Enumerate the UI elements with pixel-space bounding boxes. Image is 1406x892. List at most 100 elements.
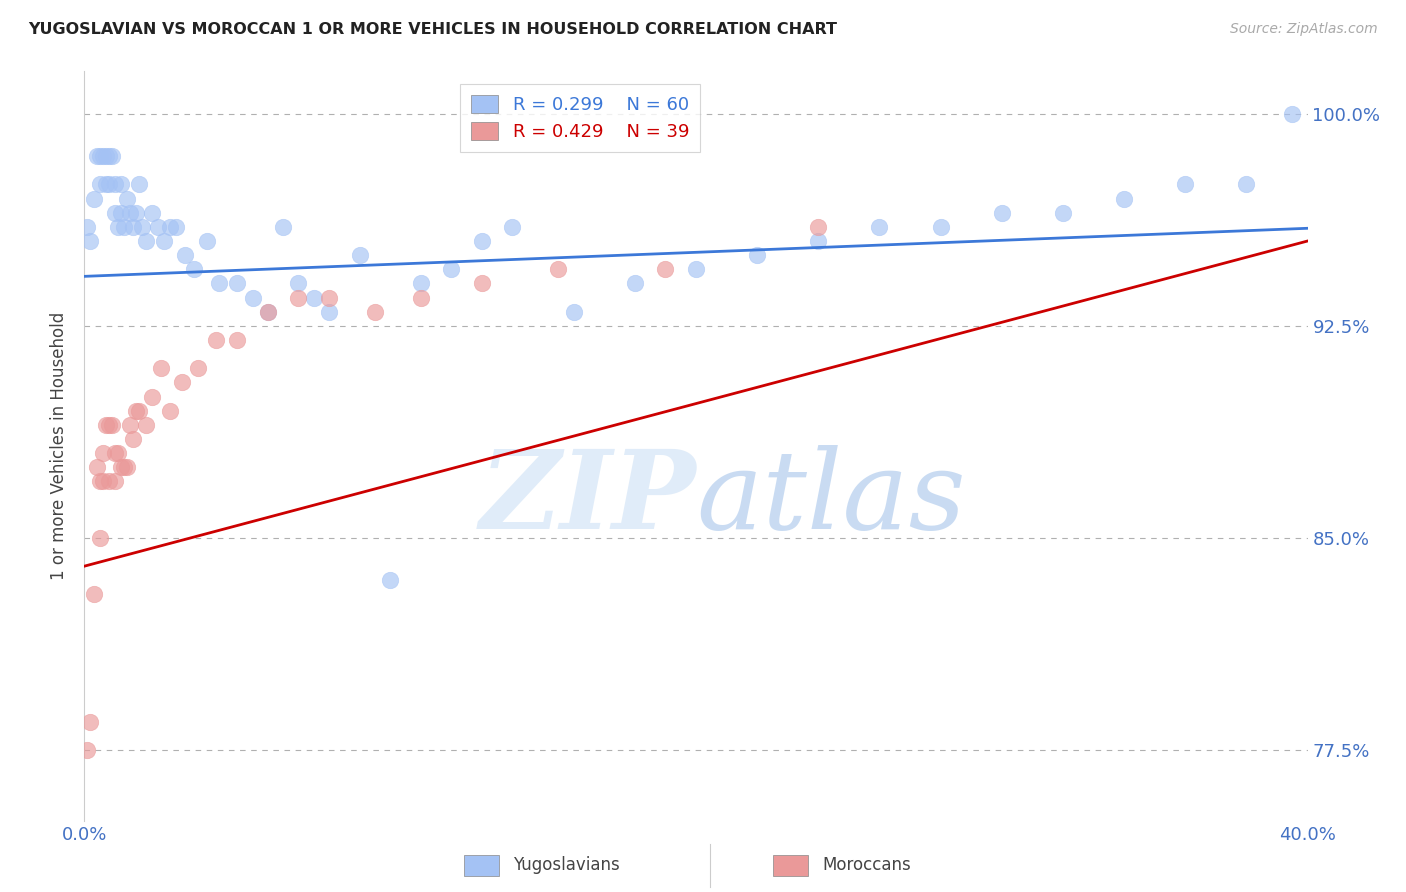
Point [929,219,952,234]
Point [104,178,127,192]
Point [112,460,135,475]
Point [89,475,111,489]
Text: ZIP: ZIP [479,445,696,552]
Point [110,178,132,192]
Point [318,291,340,305]
Point [318,304,340,318]
Point [112,219,135,234]
Point [271,219,294,234]
Point [205,333,228,347]
Point [364,304,387,318]
Point [1052,205,1074,219]
Point [91,475,114,489]
Point [287,291,309,305]
Point [120,417,142,432]
Text: atlas: atlas [696,445,966,552]
Point [76,743,98,757]
Point [107,219,129,234]
Point [159,219,181,234]
Point [153,234,176,248]
Point [104,205,127,219]
Point [174,248,197,262]
Point [807,219,830,234]
Y-axis label: 1 or more Vehicles in Household: 1 or more Vehicles in Household [51,312,69,580]
Point [110,205,132,219]
Point [76,219,98,234]
Text: Source: ZipAtlas.com: Source: ZipAtlas.com [1230,22,1378,37]
Point [654,262,676,277]
Point [146,219,169,234]
Point [97,149,120,163]
Point [195,234,218,248]
Point [685,262,707,277]
Point [91,149,114,163]
Text: Yugoslavians: Yugoslavians [513,856,620,874]
Point [83,192,105,206]
Point [135,234,157,248]
Point [257,304,280,318]
Point [104,475,127,489]
Point [471,234,494,248]
Point [1281,107,1303,121]
Point [131,219,153,234]
Point [380,574,402,588]
Point [91,446,114,460]
Point [94,149,117,163]
Point [97,417,120,432]
Point [159,403,181,417]
Point [110,460,132,475]
Point [1114,192,1136,206]
Point [183,262,205,277]
Bar [464,855,499,876]
Point [141,205,163,219]
Point [128,403,150,417]
Point [502,219,524,234]
Point [186,361,208,376]
Point [141,390,163,404]
Point [257,304,280,318]
Point [122,219,145,234]
Point [83,587,105,601]
Point [302,291,325,305]
Point [409,291,432,305]
Point [101,417,124,432]
Point [86,460,108,475]
Point [135,417,157,432]
Point [115,460,138,475]
Point [226,277,249,291]
Point [562,304,585,318]
Point [79,714,101,729]
Point [125,403,148,417]
Point [172,376,194,390]
Text: Moroccans: Moroccans [823,856,911,874]
Point [107,446,129,460]
Point [89,178,111,192]
Point [97,475,120,489]
Point [349,248,371,262]
Point [115,192,138,206]
Point [79,234,101,248]
Point [287,277,309,291]
Point [208,277,231,291]
Point [94,417,117,432]
Text: YUGOSLAVIAN VS MOROCCAN 1 OR MORE VEHICLES IN HOUSEHOLD CORRELATION CHART: YUGOSLAVIAN VS MOROCCAN 1 OR MORE VEHICL… [28,22,837,37]
Point [1174,178,1197,192]
Point [226,333,249,347]
Point [101,149,124,163]
Point [94,178,117,192]
Point [807,234,830,248]
Point [149,361,172,376]
Point [547,262,569,277]
Point [86,149,108,163]
Point [89,531,111,545]
Point [104,446,127,460]
Bar [773,855,808,876]
Point [409,277,432,291]
Point [89,149,111,163]
Point [122,432,145,446]
Point [242,291,264,305]
Point [128,178,150,192]
Point [869,219,891,234]
Point [624,277,647,291]
Point [165,219,187,234]
